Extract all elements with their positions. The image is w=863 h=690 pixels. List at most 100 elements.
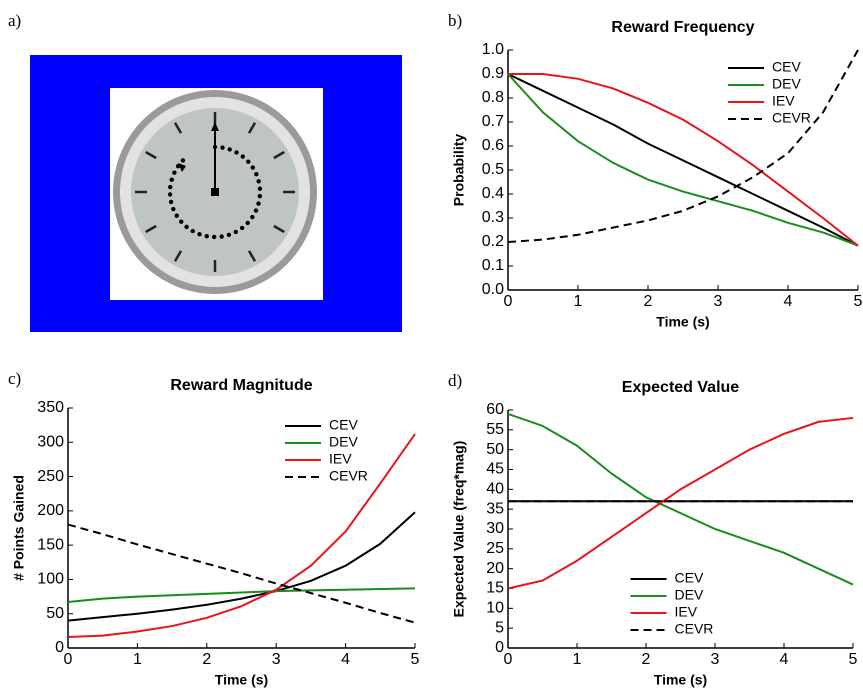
dot: [172, 170, 177, 175]
y-tick-label: 0.1: [482, 257, 504, 274]
panel-label: b): [448, 11, 462, 30]
x-tick-label: 1: [573, 651, 582, 668]
legend-label: IEV: [329, 451, 352, 467]
dot: [197, 232, 202, 237]
y-tick-label: 1.0: [482, 41, 504, 58]
dot: [257, 193, 263, 199]
series-line: [67, 587, 416, 604]
x-tick-label: 0: [504, 651, 513, 668]
x-axis-label: Time (s): [215, 672, 268, 688]
y-tick-label: 45: [486, 461, 504, 478]
dot-arrow: [178, 163, 186, 172]
y-tick-label: 0.3: [482, 209, 504, 226]
dot: [239, 225, 245, 231]
y-tick-label: 250: [37, 468, 64, 485]
x-tick-label: 0: [64, 651, 73, 668]
series-line: [67, 433, 416, 639]
clock-panel: [30, 55, 402, 332]
x-axis-label: Time (s): [654, 672, 707, 688]
x-tick-label: 4: [780, 651, 789, 668]
x-tick-label: 0: [504, 293, 513, 310]
series-line: [508, 73, 859, 247]
x-tick-label: 2: [642, 651, 651, 668]
y-tick-label: 0.0: [482, 281, 504, 298]
legend-label: CEV: [772, 59, 801, 75]
x-tick-label: 4: [784, 293, 793, 310]
y-tick-label: 0.4: [482, 185, 504, 202]
clock-dots: [167, 144, 263, 240]
chart-title: Expected Value: [622, 379, 739, 396]
panel-label: c): [8, 369, 21, 388]
series-line: [507, 416, 854, 590]
clock-center: [211, 188, 219, 196]
hour-mark: [145, 224, 157, 234]
x-tick-label: 5: [411, 651, 420, 668]
legend-label: IEV: [772, 93, 795, 109]
dot: [180, 158, 186, 163]
series-line: [507, 413, 854, 586]
y-tick-label: 50: [486, 441, 504, 458]
hour-mark: [273, 150, 285, 160]
legend-label: IEV: [675, 604, 698, 620]
series-line: [507, 73, 859, 247]
x-tick-label: 3: [711, 651, 720, 668]
legend-label: CEVR: [772, 110, 811, 126]
y-axis-label: # Points Gained: [11, 475, 27, 581]
dot: [169, 177, 174, 182]
dot: [240, 154, 245, 159]
x-tick-label: 3: [272, 651, 281, 668]
dot: [220, 145, 225, 150]
y-axis-label: Probability: [451, 134, 467, 207]
hour-mark: [247, 122, 257, 134]
y-tick-label: 50: [46, 605, 64, 622]
dot: [171, 206, 176, 212]
hand-tip: [211, 122, 219, 131]
dot: [233, 229, 238, 235]
y-tick-label: 100: [37, 571, 64, 588]
y-tick-label: 150: [37, 536, 64, 553]
y-tick-label: 0.6: [482, 137, 504, 154]
dot: [256, 179, 261, 184]
y-tick-label: 5: [495, 619, 504, 636]
dot: [168, 199, 174, 205]
dot: [204, 234, 209, 239]
dot: [250, 165, 256, 170]
dot: [219, 234, 224, 239]
dot: [234, 150, 239, 155]
hour-mark: [247, 250, 257, 262]
x-tick-label: 3: [714, 293, 723, 310]
legend-label: DEV: [675, 587, 704, 603]
y-tick-label: 60: [486, 401, 504, 418]
legend-label: CEV: [329, 417, 358, 433]
chart-title: Reward Magnitude: [170, 377, 312, 394]
hour-mark: [273, 224, 285, 234]
legend-label: CEVR: [329, 468, 368, 484]
y-tick-label: 0: [55, 639, 64, 656]
dot: [227, 147, 232, 152]
y-tick-label: 200: [37, 502, 64, 519]
hour-mark: [145, 150, 157, 160]
x-tick-label: 5: [854, 293, 863, 310]
dot: [256, 201, 261, 206]
x-tick-label: 2: [202, 651, 211, 668]
dot: [257, 186, 263, 191]
dot: [254, 172, 259, 177]
x-tick-label: 1: [133, 651, 142, 668]
dot: [174, 213, 179, 218]
y-tick-label: 55: [486, 421, 504, 438]
dot: [167, 192, 173, 197]
legend-label: DEV: [772, 76, 801, 92]
dot: [168, 184, 173, 190]
x-tick-label: 4: [341, 651, 350, 668]
series-line: [507, 73, 859, 247]
x-tick-label: 5: [849, 651, 858, 668]
y-tick-label: 25: [486, 540, 504, 557]
y-tick-label: 10: [486, 600, 504, 617]
hour-mark: [173, 250, 183, 262]
y-tick-label: 0.2: [482, 233, 504, 250]
y-tick-label: 350: [37, 399, 64, 416]
dot: [246, 159, 251, 164]
series-line: [507, 49, 859, 243]
x-tick-label: 2: [644, 293, 653, 310]
